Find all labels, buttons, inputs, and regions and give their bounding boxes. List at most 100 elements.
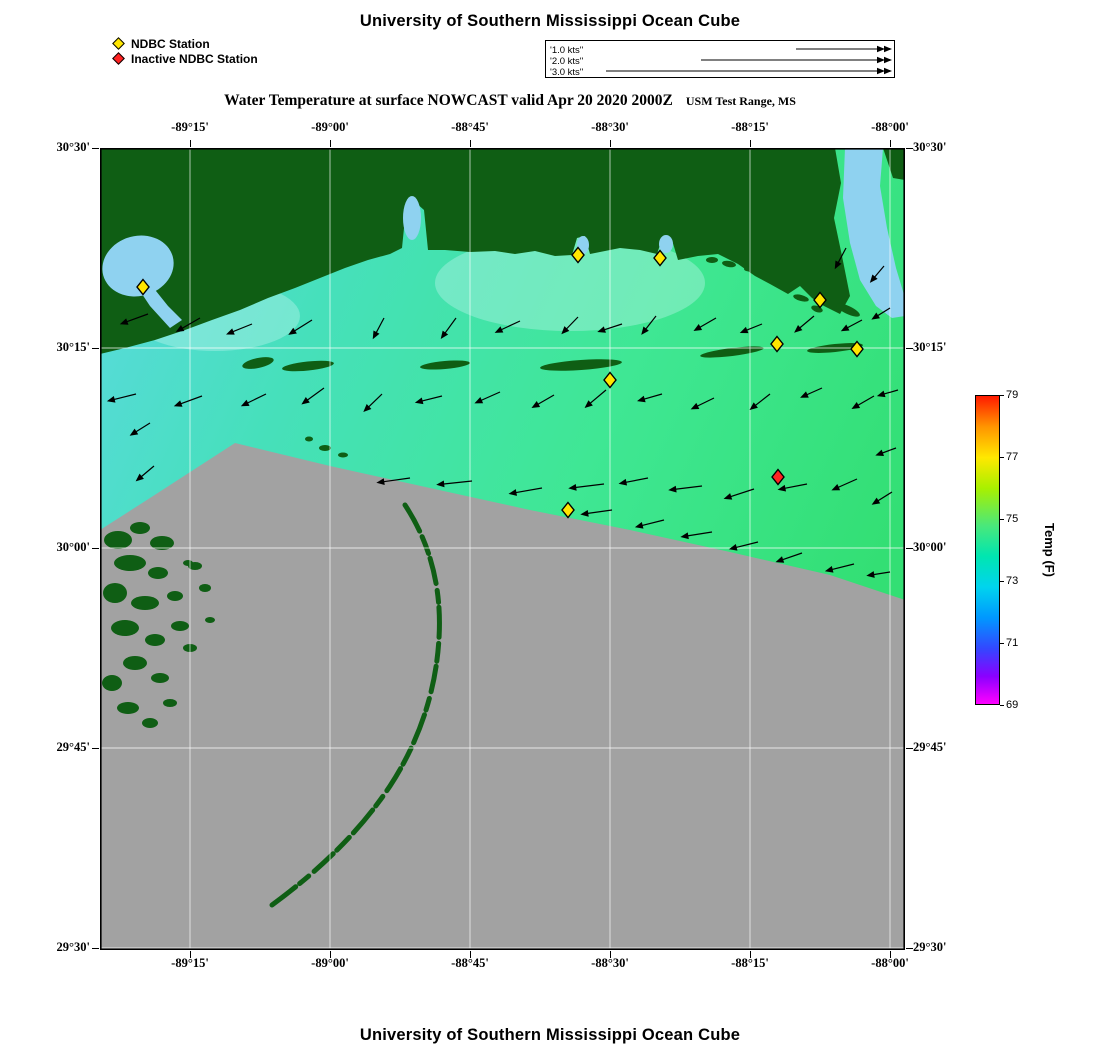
colorbar-tick-label: 75 bbox=[1006, 513, 1019, 525]
current-vector-head bbox=[777, 484, 787, 492]
map-frame bbox=[100, 148, 906, 951]
current-vector-head bbox=[175, 325, 185, 332]
axis-tick bbox=[609, 951, 611, 958]
axis-tick bbox=[1000, 394, 1004, 396]
marsh-island bbox=[163, 699, 177, 707]
ndbc-station-marker bbox=[850, 340, 864, 358]
current-vector-head bbox=[668, 485, 677, 493]
marsh-island bbox=[142, 718, 158, 728]
current-vector-head bbox=[693, 324, 703, 331]
axis-tick bbox=[1000, 456, 1004, 458]
lon-label-top: -89°00' bbox=[311, 120, 349, 134]
marsh-island bbox=[145, 634, 165, 646]
lat-label-right: 30°00' bbox=[913, 540, 947, 554]
current-vector bbox=[781, 483, 808, 490]
colorbar-tick-label: 77 bbox=[1006, 451, 1019, 463]
ndbc-station-marker bbox=[561, 501, 575, 519]
current-vector-head bbox=[240, 399, 250, 407]
page-title-top: University of Southern Mississippi Ocean… bbox=[359, 12, 741, 30]
subtitle-region: USM Test Range, MS bbox=[685, 94, 796, 108]
current-vector-head bbox=[301, 397, 310, 405]
current-vector bbox=[512, 487, 543, 494]
current-vector-head bbox=[173, 400, 183, 407]
barrier-island bbox=[282, 360, 334, 372]
bay-channel bbox=[142, 286, 182, 328]
current-vector-head bbox=[618, 478, 628, 486]
lat-label-right: 30°15' bbox=[913, 340, 947, 354]
current-vector-head bbox=[372, 330, 380, 340]
legend-item-inactive-ndbc: Inactive NDBC Station bbox=[112, 51, 258, 66]
current-vector-head bbox=[129, 428, 139, 436]
current-vector-head bbox=[876, 390, 886, 398]
lat-label-left: 29°45' bbox=[56, 740, 90, 754]
colorbar-tick-label: 79 bbox=[1006, 389, 1019, 401]
barrier-island bbox=[793, 294, 809, 302]
colorbar-tick-label: 73 bbox=[1006, 575, 1019, 587]
current-vector-head bbox=[866, 571, 875, 578]
axis-tick bbox=[889, 951, 891, 958]
lat-label-left: 30°00' bbox=[56, 540, 90, 554]
mainland bbox=[100, 148, 850, 354]
legend-label-ndbc: NDBC Station bbox=[131, 36, 210, 51]
velocity-scale-box: '1.0 kts'' '2.0 kts'' '3.0 kts'' bbox=[545, 40, 895, 78]
axis-tick bbox=[92, 747, 99, 749]
current-vector-head bbox=[363, 404, 372, 413]
ndbc-station-marker bbox=[653, 249, 667, 267]
barrier-island bbox=[319, 445, 331, 451]
velocity-scale-arrows bbox=[606, 45, 892, 75]
axis-tick bbox=[469, 951, 471, 958]
lat-label-left: 30°30' bbox=[56, 140, 90, 154]
barrier-island bbox=[420, 360, 470, 370]
marsh-island bbox=[148, 567, 168, 579]
axis-tick bbox=[92, 547, 99, 549]
current-vector-head bbox=[440, 330, 449, 340]
lon-label-top: -88°00' bbox=[871, 120, 909, 134]
current-vector bbox=[732, 541, 759, 549]
axis-tick bbox=[469, 140, 471, 147]
bay-water bbox=[102, 235, 174, 297]
lon-label-top: -88°15' bbox=[731, 120, 769, 134]
current-vector-head bbox=[869, 274, 878, 283]
axis-tick bbox=[1000, 580, 1004, 582]
current-vector-head bbox=[875, 449, 885, 456]
current-vector bbox=[123, 313, 149, 324]
scale-label: '3.0 kts'' bbox=[550, 66, 584, 78]
axis-tick bbox=[189, 951, 191, 958]
current-vector-head bbox=[568, 484, 577, 491]
marsh-island bbox=[114, 555, 146, 571]
colorbar-tick-label: 71 bbox=[1006, 637, 1019, 649]
axis-tick bbox=[1000, 642, 1004, 644]
current-vector-head bbox=[831, 484, 841, 491]
current-vector-head bbox=[637, 395, 646, 403]
marsh-island bbox=[103, 583, 127, 603]
bay-water bbox=[403, 196, 421, 240]
lon-label-top: -88°45' bbox=[451, 120, 489, 134]
map-canvas bbox=[100, 148, 906, 951]
current-vector bbox=[380, 477, 411, 483]
current-vector bbox=[622, 477, 649, 484]
axis-tick bbox=[906, 747, 913, 749]
marsh-island bbox=[102, 675, 122, 691]
marsh-island bbox=[123, 656, 147, 670]
lon-label-bottom: -88°45' bbox=[451, 956, 489, 970]
current-vector bbox=[178, 317, 201, 331]
marsh-island bbox=[183, 560, 193, 566]
current-vector-head bbox=[135, 473, 144, 482]
axis-tick bbox=[92, 147, 99, 149]
scale-label: '1.0 kts'' bbox=[550, 44, 584, 56]
current-vector bbox=[672, 485, 703, 491]
current-vector-head bbox=[794, 324, 803, 333]
current-vector-head bbox=[690, 402, 700, 410]
bay-water bbox=[659, 235, 673, 253]
ndbc-station-marker bbox=[136, 278, 150, 296]
scale-arrowhead bbox=[884, 67, 892, 75]
axis-tick bbox=[906, 147, 913, 149]
lon-label-bottom: -88°15' bbox=[731, 956, 769, 970]
current-vector-head bbox=[376, 478, 385, 485]
current-vector bbox=[572, 483, 605, 489]
scale-label: '2.0 kts'' bbox=[550, 55, 584, 67]
current-vector-head bbox=[226, 328, 235, 335]
marsh-island bbox=[151, 673, 169, 683]
marsh-island bbox=[130, 522, 150, 534]
current-vector-head bbox=[474, 397, 484, 404]
